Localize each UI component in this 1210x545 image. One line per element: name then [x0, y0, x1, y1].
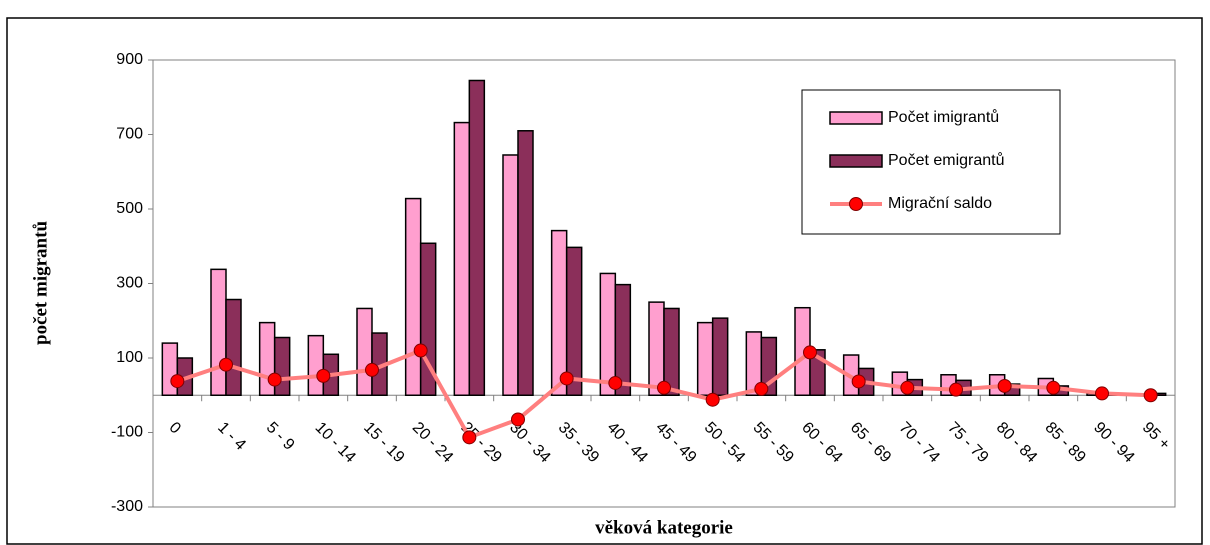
- y-tick-label: 700: [116, 126, 143, 143]
- y-tick-label: 100: [116, 349, 143, 366]
- legend-marker: [849, 197, 863, 211]
- marker: [851, 374, 866, 389]
- legend-swatch: [829, 154, 883, 168]
- x-axis-label: věková kategorie: [595, 517, 733, 538]
- marker: [170, 374, 185, 389]
- bar: [468, 79, 486, 397]
- marker: [1143, 388, 1158, 403]
- bar: [404, 197, 422, 396]
- y-tick-label: 300: [116, 275, 143, 292]
- bar: [663, 307, 680, 396]
- y-tick-label: 500: [116, 200, 143, 217]
- marker: [705, 392, 720, 407]
- marker: [462, 430, 477, 445]
- bar: [356, 307, 373, 396]
- marker: [1095, 386, 1109, 401]
- bar: [517, 130, 534, 396]
- legend-label: Migrační saldo: [888, 195, 992, 212]
- bar: [565, 246, 583, 396]
- marker: [754, 381, 769, 396]
- marker: [997, 378, 1012, 393]
- marker: [267, 372, 282, 387]
- y-axis-label: počet migrantů: [30, 221, 51, 345]
- marker: [900, 380, 915, 395]
- y-tick-label: -100: [111, 424, 143, 441]
- bar: [210, 268, 227, 396]
- marker: [803, 345, 817, 360]
- bar: [225, 298, 242, 396]
- legend-label: Počet imigrantů: [888, 108, 999, 126]
- bar: [614, 283, 632, 396]
- marker: [511, 412, 525, 427]
- bar: [502, 154, 519, 396]
- y-tick-label: 900: [116, 51, 143, 68]
- marker: [608, 375, 623, 390]
- marker: [316, 368, 331, 383]
- marker: [219, 357, 233, 372]
- marker: [559, 371, 574, 386]
- marker: [949, 382, 963, 397]
- marker: [657, 380, 671, 395]
- bar: [453, 121, 471, 397]
- bar: [273, 336, 291, 397]
- marker: [365, 362, 379, 377]
- bar: [711, 317, 729, 396]
- y-tick-label: -300: [111, 498, 143, 515]
- marker: [1046, 380, 1061, 395]
- bar: [550, 229, 568, 396]
- bar: [307, 334, 325, 396]
- legend-label: Počet emigrantů: [888, 151, 1005, 169]
- legend-swatch: [829, 111, 883, 125]
- marker: [413, 343, 428, 358]
- bar: [696, 321, 714, 396]
